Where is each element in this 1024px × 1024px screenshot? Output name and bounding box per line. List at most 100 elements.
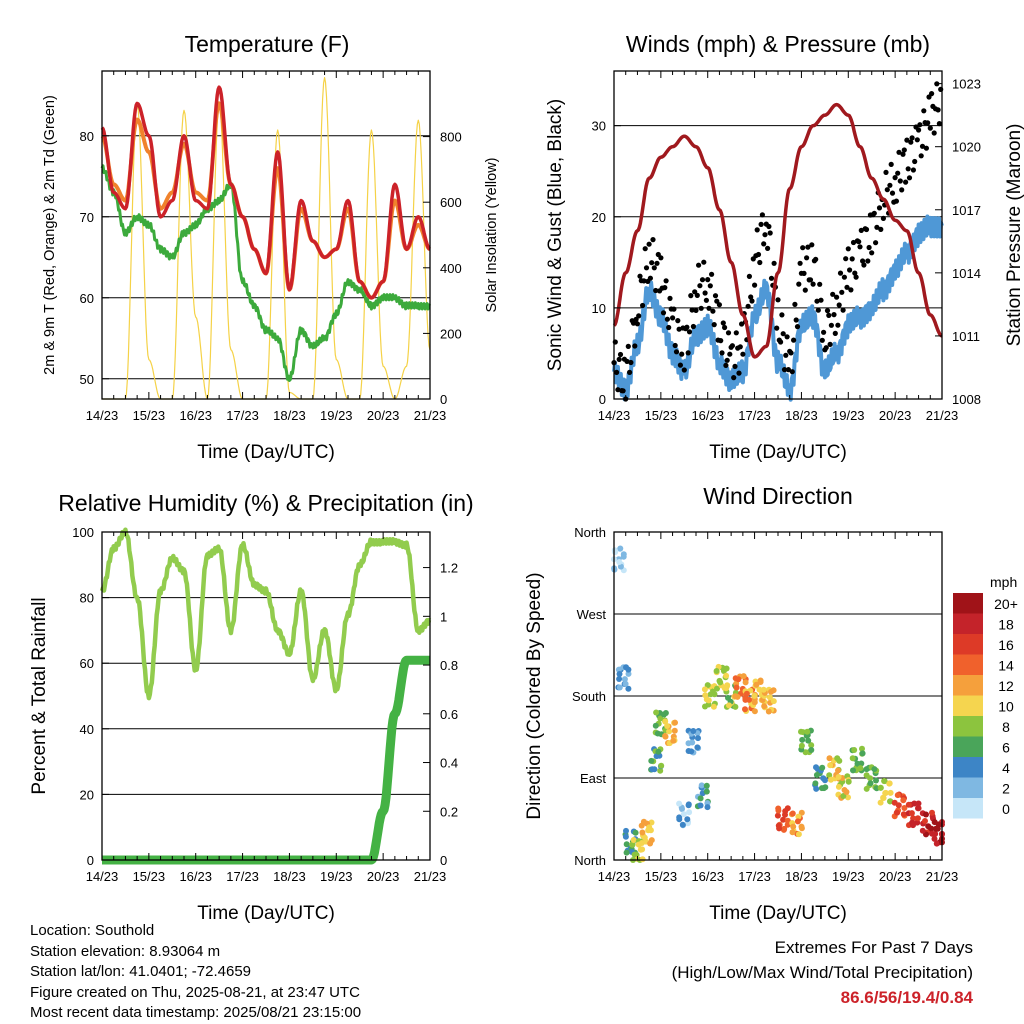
gust-point <box>663 278 669 284</box>
gust-point <box>653 287 659 294</box>
direction-point <box>808 742 815 749</box>
gust-point <box>878 226 884 232</box>
gust-point <box>852 270 858 276</box>
direction-point <box>841 787 848 793</box>
legend-label: 14 <box>998 658 1014 674</box>
direction-point <box>680 811 687 818</box>
gust-point <box>849 256 855 262</box>
gust-point <box>740 351 746 357</box>
gust-point <box>789 369 795 375</box>
gust-point <box>836 302 842 308</box>
direction-point <box>631 851 638 858</box>
gust-point <box>709 271 715 277</box>
gust-point <box>676 326 682 332</box>
direction-point <box>733 684 740 691</box>
direction-point <box>695 735 701 742</box>
direction-point <box>850 767 856 774</box>
gust-point <box>809 242 815 248</box>
gust-point <box>856 239 862 245</box>
gust-point <box>651 265 657 271</box>
x-tick-label: 14/23 <box>86 869 119 884</box>
gust-point <box>904 137 910 143</box>
direction-point <box>882 789 889 796</box>
direction-point <box>784 821 791 828</box>
gust-point <box>835 322 841 328</box>
gust-point <box>888 161 894 167</box>
direction-point <box>679 821 686 828</box>
direction-point <box>676 814 683 821</box>
extremes-box: Extremes For Past 7 Days (High/Low/Max W… <box>672 935 973 1010</box>
direction-point <box>704 804 711 811</box>
y-tick-label: 70 <box>80 210 94 225</box>
direction-point <box>743 690 750 697</box>
humidity-precip-panel: Relative Humidity (%) & Precipitation (i… <box>29 490 474 924</box>
direction-point <box>623 841 630 848</box>
gust-point <box>759 212 766 218</box>
y-tick-label: 0.2 <box>440 804 458 819</box>
y-tick-label: 1011 <box>952 329 980 344</box>
direction-point <box>751 692 758 699</box>
gust-point <box>788 350 794 356</box>
gust-point <box>828 322 835 328</box>
x-tick-label: 17/23 <box>226 869 259 884</box>
gust-point <box>778 339 784 345</box>
direction-point <box>798 809 805 816</box>
gust-point <box>716 302 723 308</box>
direction-point <box>776 825 783 832</box>
direction-point <box>723 665 730 672</box>
direction-point <box>799 736 806 743</box>
extremes-title: Extremes For Past 7 Days <box>774 938 973 957</box>
direction-point <box>922 818 928 824</box>
gust-point <box>802 287 808 293</box>
gust-point <box>893 198 900 204</box>
direction-point <box>795 813 802 820</box>
y-tick-label: 30 <box>592 119 606 134</box>
direction-point <box>625 685 632 692</box>
x-tick-label: 15/23 <box>133 408 166 423</box>
gust-point <box>895 170 901 176</box>
pressure-ylabel: Station Pressure (Maroon) <box>1004 124 1024 347</box>
gust-point <box>847 267 853 273</box>
direction-point <box>666 728 673 735</box>
direction-point <box>617 563 624 570</box>
gust-point <box>880 215 887 221</box>
legend-label: 2 <box>1002 781 1010 797</box>
gust-point <box>729 343 736 349</box>
gust-point <box>757 259 763 266</box>
gust-point <box>780 331 786 337</box>
gust-point <box>752 282 758 288</box>
gust-point <box>896 149 902 155</box>
gust-point <box>667 295 673 301</box>
gust-point <box>637 273 643 279</box>
gust-point <box>737 344 743 350</box>
y-tick-label: 60 <box>80 656 94 671</box>
gust-point <box>936 121 943 127</box>
gust-point <box>654 260 660 266</box>
y-tick-label: 40 <box>80 722 94 737</box>
gust-point <box>765 245 771 251</box>
gust-point <box>831 312 837 318</box>
gust-point <box>858 227 864 233</box>
y-tick-label: 80 <box>80 591 94 606</box>
direction-point <box>760 686 767 693</box>
gust-point <box>702 290 708 296</box>
direction-point <box>616 559 623 565</box>
direction-point <box>761 703 768 710</box>
gust-point <box>643 265 650 271</box>
gust-point <box>616 356 622 362</box>
gust-point <box>823 345 829 351</box>
gust-point <box>860 258 866 264</box>
x-tick-label: 14/23 <box>598 408 631 423</box>
gust-point <box>791 337 797 343</box>
wind-pressure-title: Winds (mph) & Pressure (mb) <box>626 31 930 57</box>
y-tick-label: 1008 <box>952 392 981 407</box>
gust-point <box>821 329 827 335</box>
gust-point <box>705 277 711 283</box>
gust-point <box>636 313 642 319</box>
legend-label: 16 <box>998 637 1014 653</box>
direction-point <box>639 856 646 863</box>
direction-point <box>845 794 851 801</box>
y-tick-label: 200 <box>440 326 462 341</box>
y-tick-label: 60 <box>80 291 94 306</box>
direction-point <box>867 780 874 787</box>
